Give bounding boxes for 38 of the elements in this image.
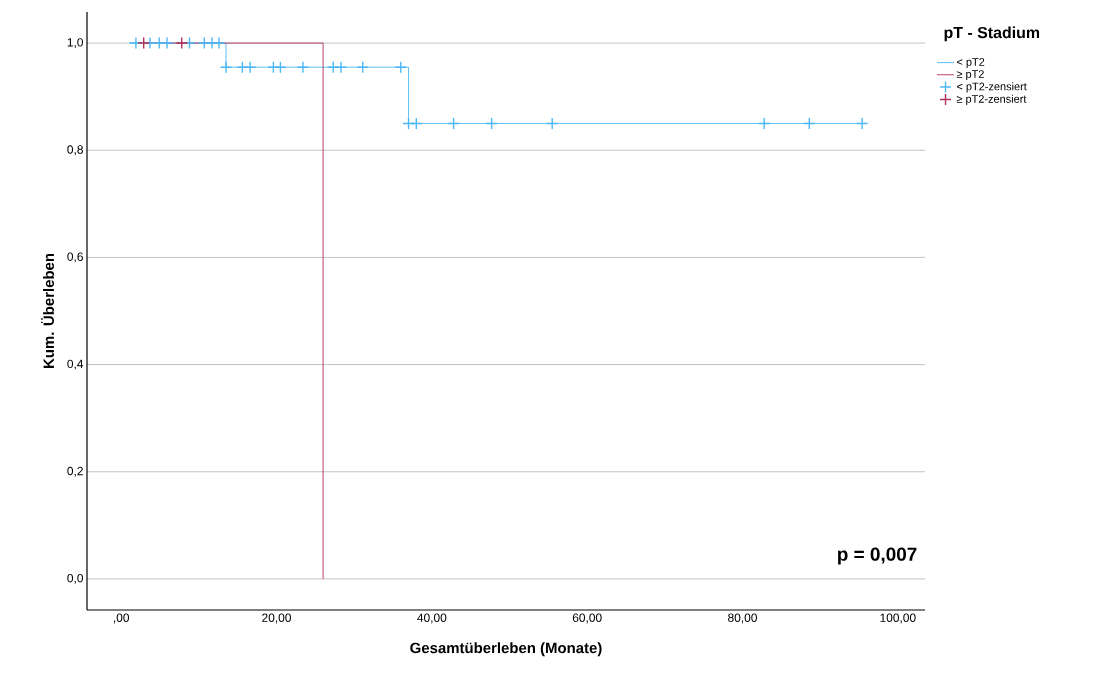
point (212, 36, 226, 50)
point (485, 117, 498, 130)
x-tick-label: ,00 (113, 613, 130, 624)
point (394, 61, 407, 74)
point (855, 117, 869, 130)
point (410, 117, 423, 130)
point (803, 117, 816, 130)
x-tick-label: 40,00 (417, 613, 447, 624)
y-tick-label: 1,0 (67, 38, 84, 49)
legend-label: ≥ pT2 (956, 70, 984, 81)
legend-label: < pT2-zensiert (957, 82, 1027, 93)
x-axis-title: Gesamtüberleben (Monate) (410, 642, 602, 657)
point (546, 117, 559, 130)
annotation: p = 0,007 (838, 547, 917, 565)
point (243, 61, 257, 74)
x-tick-label: 80,00 (728, 613, 757, 624)
point (219, 61, 233, 74)
legend-label: < pT2 (957, 58, 985, 68)
point (296, 61, 310, 74)
y-tick-label: 0,8 (67, 145, 83, 156)
point (356, 61, 369, 74)
point (137, 36, 150, 50)
legend-label: ≥ pT2-zensiert (956, 94, 1027, 105)
x-tick-label: 60,00 (572, 613, 602, 624)
point (175, 36, 188, 50)
point (447, 117, 460, 130)
point (758, 117, 771, 130)
y-tick-label: 0,0 (67, 573, 84, 584)
point (160, 36, 174, 50)
y-tick-label: 0,2 (67, 466, 83, 477)
x-tick-label: 100,00 (880, 613, 916, 624)
point (274, 61, 287, 74)
x-tick-label: 20,00 (262, 613, 291, 624)
legend-title: pT - Stadium (944, 26, 1040, 42)
y-tick-label: 0,6 (67, 252, 83, 263)
point (334, 61, 348, 74)
y-tick-label: 0,4 (67, 359, 84, 370)
y-axis-title: Kum. Überleben (41, 253, 55, 368)
